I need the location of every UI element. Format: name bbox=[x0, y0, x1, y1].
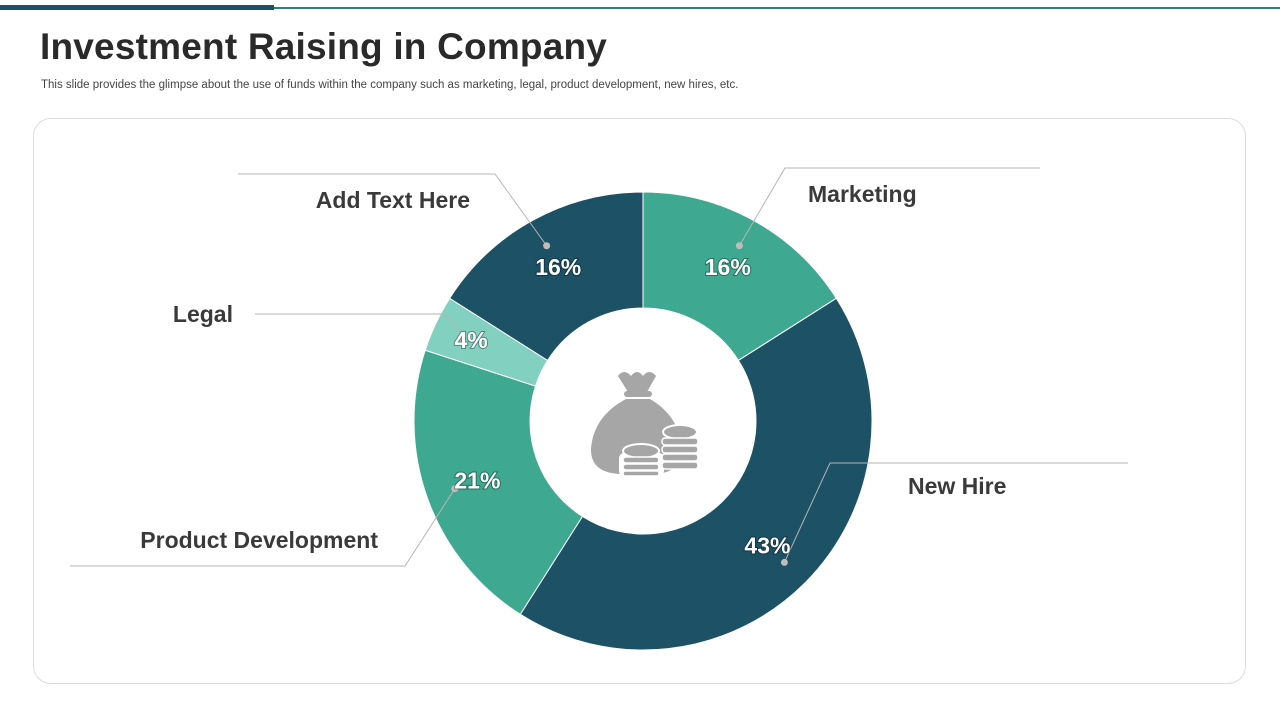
category-labels: Marketing New Hire Product Development Lega… bbox=[140, 181, 1006, 553]
value-label-new-hire: 43% bbox=[744, 532, 790, 558]
top-accent-bar bbox=[0, 0, 1280, 10]
leader-dot-legal bbox=[458, 332, 466, 340]
leader-dot-product-development bbox=[451, 485, 459, 493]
leader-line-new-hire bbox=[783, 462, 1128, 563]
category-label-new-hire: New Hire bbox=[908, 473, 1006, 499]
value-label-legal: 4% bbox=[454, 327, 487, 353]
top-accent-line bbox=[274, 7, 1280, 9]
value-label-marketing: 16% bbox=[705, 254, 751, 280]
value-label-add-text-here: 16% bbox=[535, 254, 581, 280]
leader-line-legal bbox=[255, 313, 463, 337]
leader-dot-marketing bbox=[735, 242, 743, 250]
leader-line-marketing bbox=[738, 167, 1040, 246]
leader-lines bbox=[70, 167, 1128, 567]
leader-dot-add-text-here bbox=[543, 242, 551, 250]
leader-line-add-text-here bbox=[238, 173, 548, 247]
category-label-marketing: Marketing bbox=[808, 181, 917, 207]
category-label-add-text-here: Add Text Here bbox=[316, 187, 470, 213]
top-accent-dark bbox=[0, 5, 274, 10]
value-labels: 16% 43% 21% 4% 16% bbox=[453, 253, 791, 560]
page-title: Investment Raising in Company bbox=[40, 26, 608, 67]
category-label-legal: Legal bbox=[173, 301, 233, 327]
leader-line-product-development bbox=[70, 488, 456, 567]
category-label-product-development: Product Development bbox=[140, 527, 378, 553]
page-subtitle: This slide provides the glimpse about th… bbox=[41, 79, 739, 91]
leader-dot-new-hire bbox=[780, 558, 788, 566]
money-bag-coins-icon bbox=[590, 372, 699, 477]
value-label-product-development: 21% bbox=[454, 468, 500, 494]
